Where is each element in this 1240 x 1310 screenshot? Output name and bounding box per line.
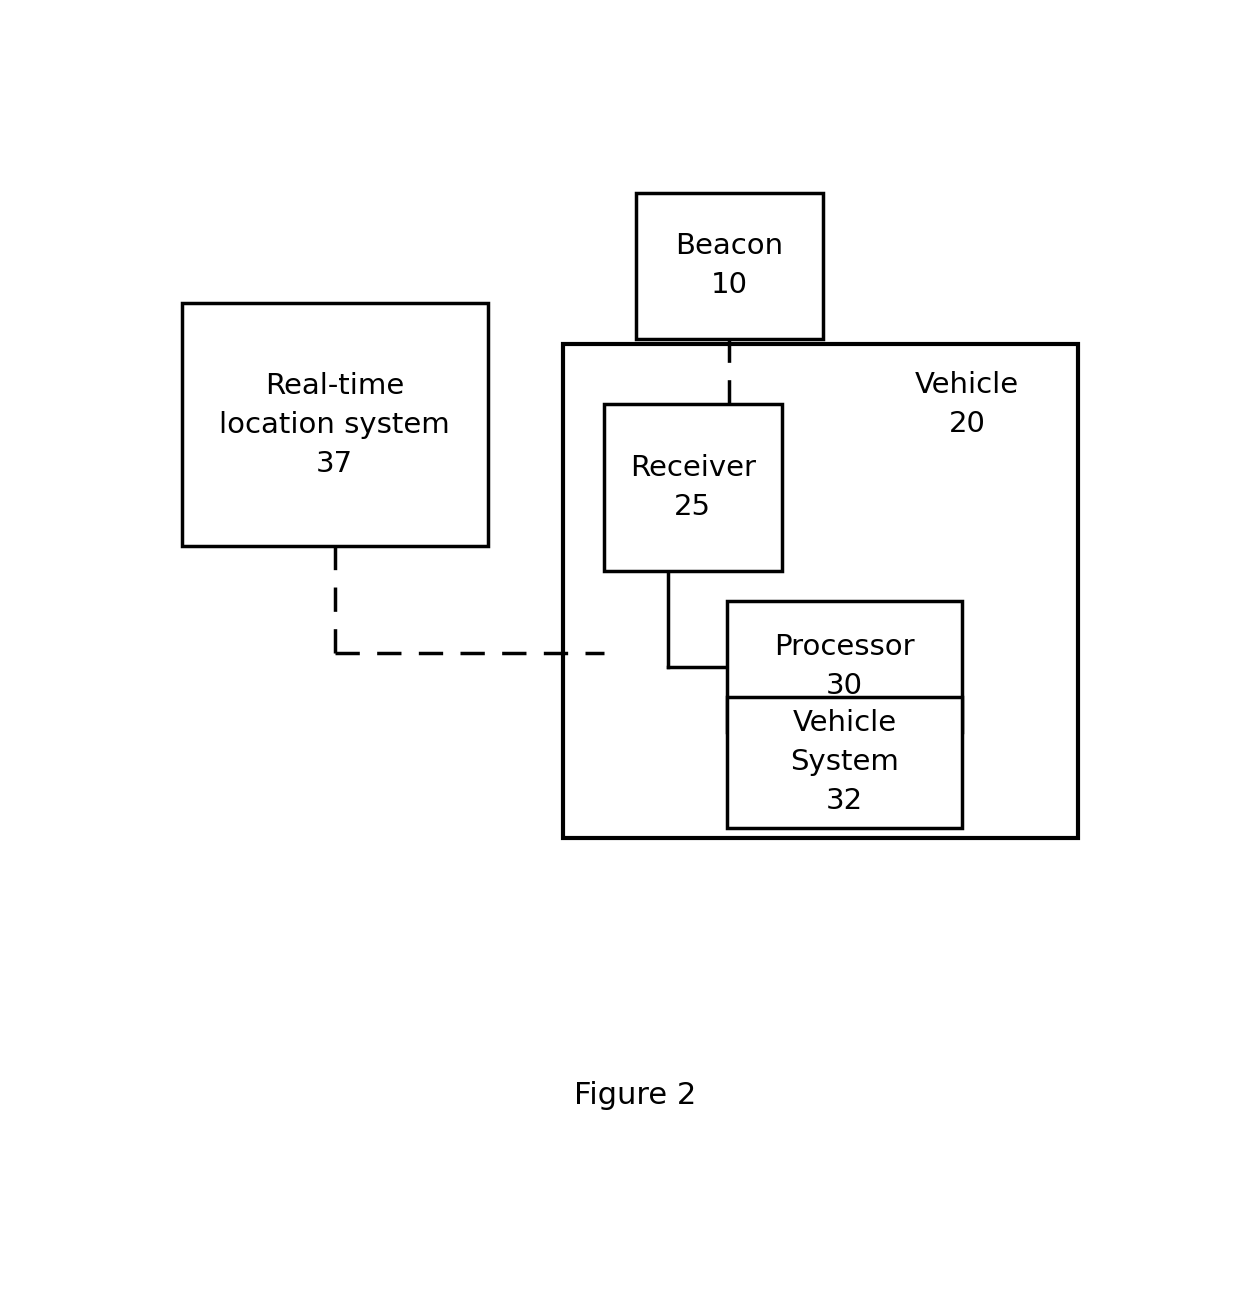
Text: Vehicle
System
32: Vehicle System 32 — [790, 710, 899, 815]
Bar — [604, 405, 781, 571]
Text: Vehicle
20: Vehicle 20 — [915, 371, 1019, 438]
Bar — [727, 601, 962, 732]
Text: Figure 2: Figure 2 — [574, 1081, 697, 1110]
Bar — [182, 304, 487, 545]
Bar — [727, 697, 962, 828]
Text: Processor
30: Processor 30 — [774, 633, 915, 700]
Text: Real-time
location system
37: Real-time location system 37 — [219, 372, 450, 478]
Text: Receiver
25: Receiver 25 — [630, 455, 755, 521]
Text: Beacon
10: Beacon 10 — [675, 232, 784, 299]
Bar — [563, 343, 1078, 838]
Bar — [635, 193, 823, 339]
